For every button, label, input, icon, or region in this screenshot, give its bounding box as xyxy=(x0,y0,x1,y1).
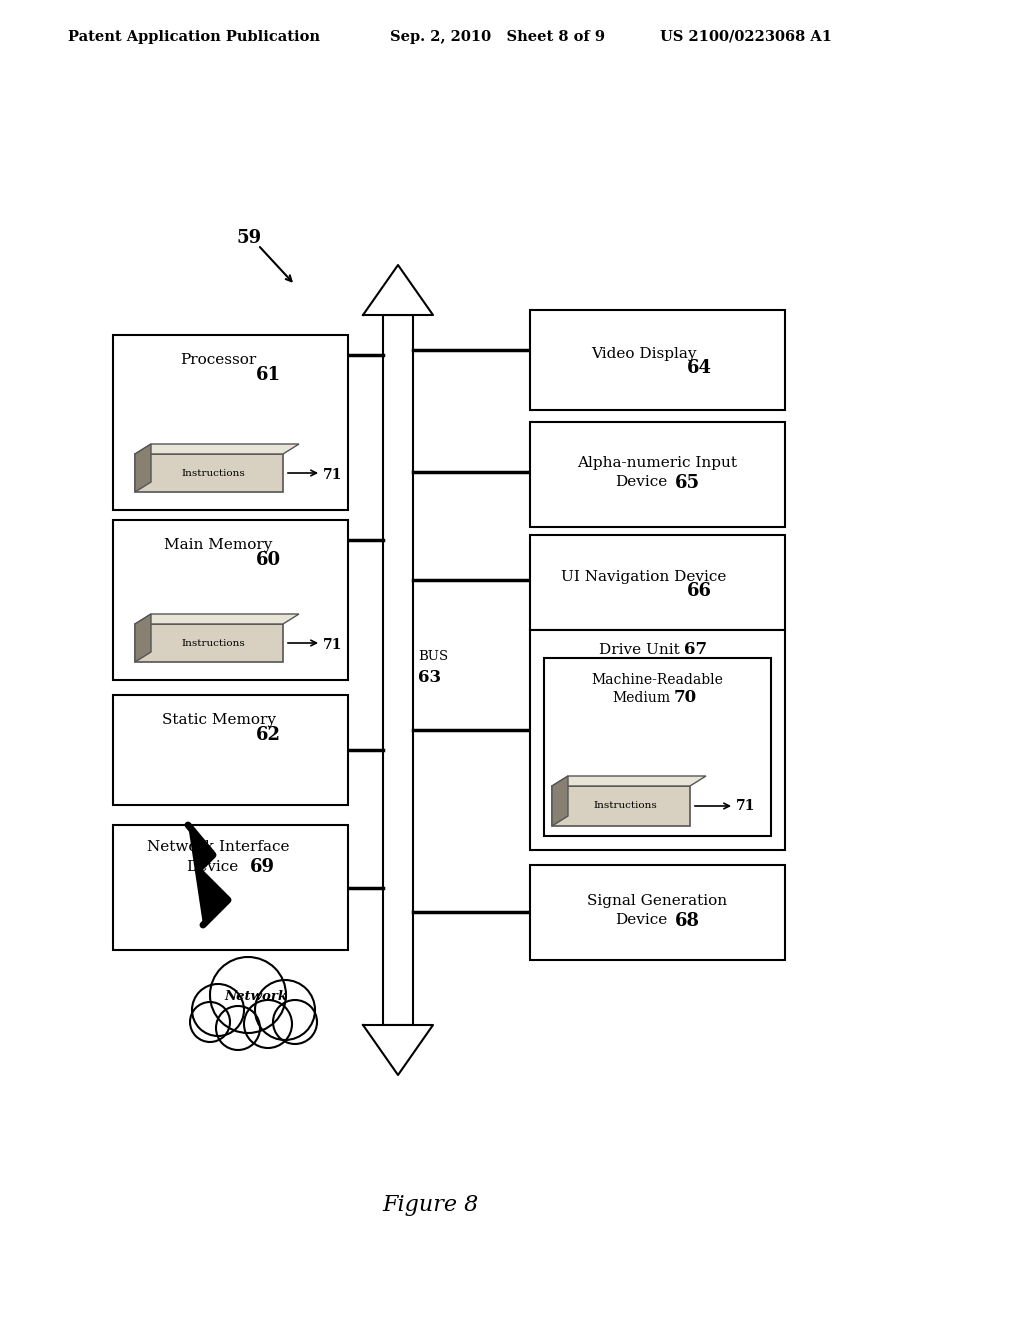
Text: 63: 63 xyxy=(418,669,441,686)
Bar xyxy=(383,315,413,1026)
Polygon shape xyxy=(188,825,228,925)
Bar xyxy=(113,335,348,510)
Circle shape xyxy=(273,1001,317,1044)
Text: 65: 65 xyxy=(675,474,700,491)
Circle shape xyxy=(190,1002,230,1041)
Text: Network: Network xyxy=(224,990,288,1003)
Polygon shape xyxy=(135,614,151,663)
Bar xyxy=(544,657,771,836)
Text: UI Navigation Device: UI Navigation Device xyxy=(561,569,726,583)
Text: Device: Device xyxy=(615,913,668,928)
Text: Drive Unit: Drive Unit xyxy=(599,643,680,657)
Bar xyxy=(530,535,785,630)
Text: Patent Application Publication: Patent Application Publication xyxy=(68,30,319,44)
Circle shape xyxy=(216,1006,260,1049)
Bar xyxy=(530,310,785,411)
Text: 68: 68 xyxy=(675,912,700,929)
Text: Alpha-numeric Input: Alpha-numeric Input xyxy=(578,455,737,470)
Bar xyxy=(530,865,785,960)
Text: 69: 69 xyxy=(250,858,275,876)
Polygon shape xyxy=(362,1026,433,1074)
Bar xyxy=(530,630,785,850)
Text: 71: 71 xyxy=(323,469,342,482)
Bar xyxy=(552,785,690,826)
Text: 71: 71 xyxy=(323,638,342,652)
Text: 66: 66 xyxy=(687,582,712,599)
Text: Device: Device xyxy=(615,475,668,490)
Circle shape xyxy=(210,957,286,1034)
Text: Figure 8: Figure 8 xyxy=(382,1195,478,1216)
Text: 70: 70 xyxy=(674,689,697,706)
Text: 61: 61 xyxy=(256,366,281,384)
Text: 62: 62 xyxy=(256,726,281,744)
Polygon shape xyxy=(135,444,151,492)
Text: Device: Device xyxy=(186,861,239,874)
Text: 71: 71 xyxy=(736,799,756,813)
Text: Video Display: Video Display xyxy=(591,347,696,360)
Text: Sep. 2, 2010   Sheet 8 of 9: Sep. 2, 2010 Sheet 8 of 9 xyxy=(390,30,605,44)
Circle shape xyxy=(244,1001,292,1048)
Text: 60: 60 xyxy=(256,550,281,569)
Polygon shape xyxy=(135,444,299,454)
Text: Static Memory: Static Memory xyxy=(162,713,275,727)
Bar xyxy=(530,422,785,527)
Polygon shape xyxy=(552,776,568,826)
Text: Instructions: Instructions xyxy=(181,469,245,478)
Text: BUS: BUS xyxy=(418,649,449,663)
Bar xyxy=(135,624,283,663)
Text: Medium: Medium xyxy=(612,690,671,705)
Bar xyxy=(113,825,348,950)
Text: Network Interface: Network Interface xyxy=(147,840,290,854)
Polygon shape xyxy=(552,776,706,785)
Text: Main Memory: Main Memory xyxy=(164,539,272,552)
Text: US 2100/0223068 A1: US 2100/0223068 A1 xyxy=(660,30,831,44)
Text: Machine-Readable: Machine-Readable xyxy=(592,673,723,686)
Bar xyxy=(113,696,348,805)
Text: Signal Generation: Signal Generation xyxy=(588,894,728,908)
Text: Processor: Processor xyxy=(180,352,257,367)
Polygon shape xyxy=(362,265,433,315)
Text: Instructions: Instructions xyxy=(181,639,245,648)
Text: Instructions: Instructions xyxy=(593,801,656,810)
Text: 67: 67 xyxy=(684,642,707,659)
Text: 64: 64 xyxy=(687,359,712,378)
Circle shape xyxy=(193,983,244,1036)
Polygon shape xyxy=(135,614,299,624)
Circle shape xyxy=(255,979,315,1040)
Text: 59: 59 xyxy=(237,228,262,247)
Bar xyxy=(113,520,348,680)
Bar xyxy=(135,454,283,492)
